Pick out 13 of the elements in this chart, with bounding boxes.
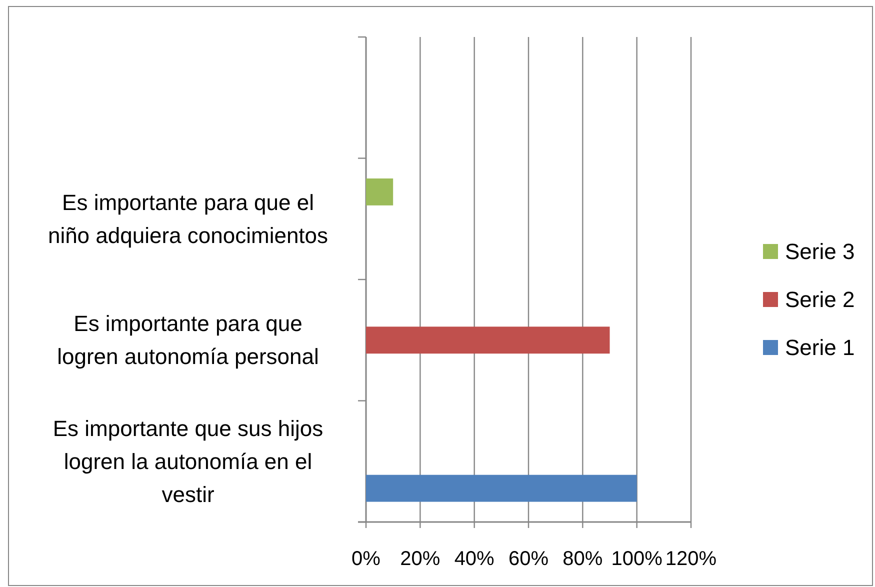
legend-label: Serie 3 bbox=[785, 238, 855, 264]
y-tick-label: Es importante que sus hijos logren la autonomía en el vestir bbox=[52, 416, 324, 507]
x-tick-label: 0% bbox=[352, 548, 381, 570]
legend-label: Serie 2 bbox=[785, 286, 855, 312]
x-tick-label: 120% bbox=[665, 548, 717, 570]
x-tick-label: 80% bbox=[562, 548, 603, 570]
x-tick-label: 100% bbox=[611, 548, 663, 570]
y-tick-label: Es importante para que el niño adquiera conocimientos bbox=[48, 190, 328, 248]
x-tick-label: 20% bbox=[400, 548, 440, 570]
x-tick-label: 40% bbox=[454, 548, 495, 570]
y-tick-label: Es importante para que logren autonomía personal bbox=[57, 311, 319, 370]
x-tick-label: 60% bbox=[508, 548, 549, 570]
legend-label: Serie 1 bbox=[785, 334, 855, 360]
